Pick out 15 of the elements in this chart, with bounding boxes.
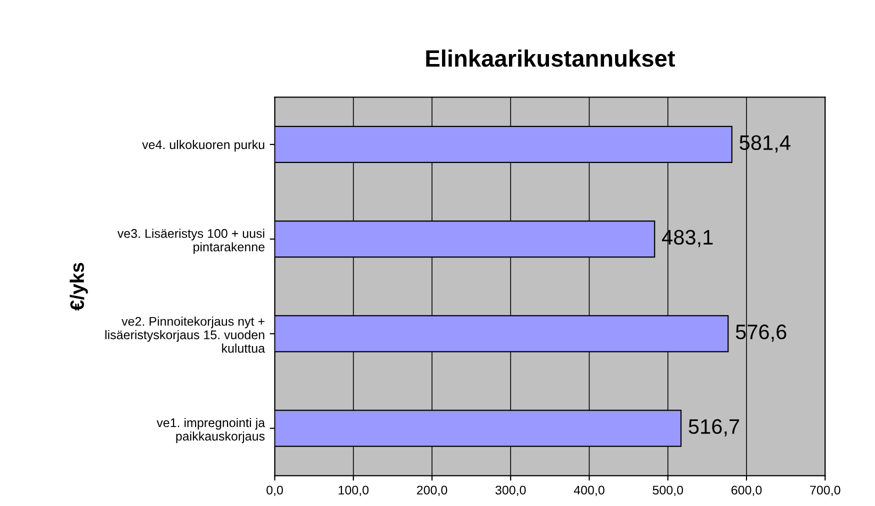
y-tick-label: ve4. ulkokuoren purku xyxy=(142,140,264,152)
x-tick-label: 700,0 xyxy=(810,486,840,496)
y-tick-label: ve2. Pinnoitekorjaus nyt + lisäeristyskorjaus 15. vuoden kuluttua xyxy=(105,316,266,353)
x-tick-label: 500,0 xyxy=(652,486,684,496)
x-tick-label: 400,0 xyxy=(574,486,604,496)
x-tick-label: 300,0 xyxy=(495,486,526,496)
x-tick-label: 200,0 xyxy=(416,486,448,496)
y-tick-label: ve1. impregnointi ja paikkauskorjaus xyxy=(156,418,266,444)
x-tick-label: 100,0 xyxy=(338,486,369,496)
y-axis-title: €/yks xyxy=(70,262,88,311)
x-tick-label: 600,0 xyxy=(731,486,762,496)
data-label: 516,7 xyxy=(688,419,740,436)
chart-title: Elinkaarikustannukset xyxy=(426,49,675,67)
x-tick-label: 0,0 xyxy=(266,486,283,496)
y-tick-label: ve3. Lisäeristys 100 + uusi pintarakenne xyxy=(117,228,264,254)
